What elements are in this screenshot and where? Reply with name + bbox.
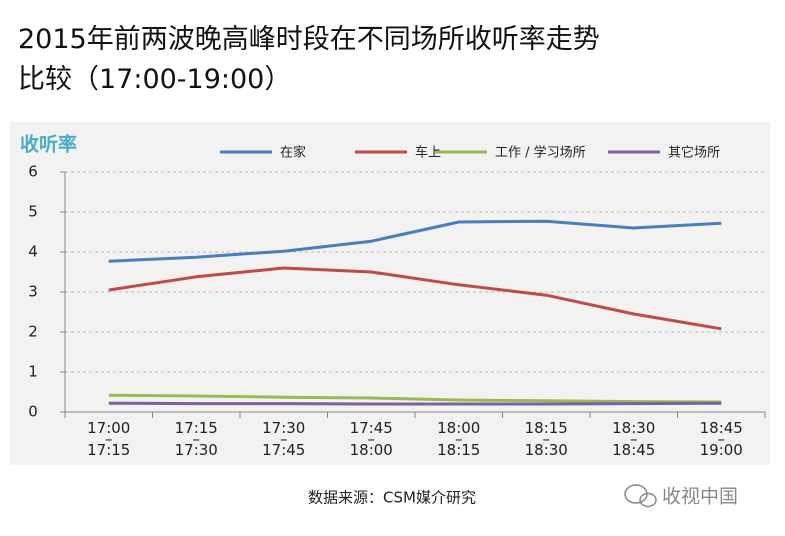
source: 数据来源：CSM媒介研究 <box>308 489 476 507</box>
series-line <box>108 393 722 404</box>
legend-label: 在家 <box>280 145 306 161</box>
chart-background <box>10 122 770 465</box>
series-line <box>108 219 722 263</box>
x-tick-label: 18:00–18:15 <box>437 419 480 459</box>
y-tick-label: 5 <box>28 203 38 221</box>
x-tick-label: 17:15–17:30 <box>175 419 218 459</box>
y-tick-label: 2 <box>28 323 38 341</box>
series-line <box>108 266 722 331</box>
x-tick-label: 17:30–17:45 <box>262 419 305 459</box>
watermark: 收视中国 <box>662 486 738 508</box>
legend-label: 其它场所 <box>668 145 720 161</box>
y-tick-label: 6 <box>28 163 38 181</box>
series-line <box>108 401 722 406</box>
legend-label: 车上 <box>415 145 441 161</box>
y-tick-label: 3 <box>28 283 38 301</box>
x-tick-label: 18:45–19:00 <box>700 419 743 459</box>
x-tick-label: 18:15–18:30 <box>525 419 568 459</box>
y-axis-label: 收听率 <box>20 133 77 156</box>
x-tick-label: 18:30–18:45 <box>612 419 655 459</box>
x-tick-label: 17:45–18:00 <box>350 419 393 459</box>
watermark-icon <box>624 484 657 508</box>
y-tick-label: 4 <box>28 243 38 261</box>
legend-label: 工作 / 学习场所 <box>495 145 586 161</box>
chart-title: 2015年前两波晚高峰时段在不同场所收听率走势比较（17:00-19:00） <box>18 24 600 95</box>
y-tick-label: 1 <box>28 363 38 381</box>
x-tick-label: 17:00–17:15 <box>87 419 130 459</box>
y-tick-label: 0 <box>28 403 38 421</box>
